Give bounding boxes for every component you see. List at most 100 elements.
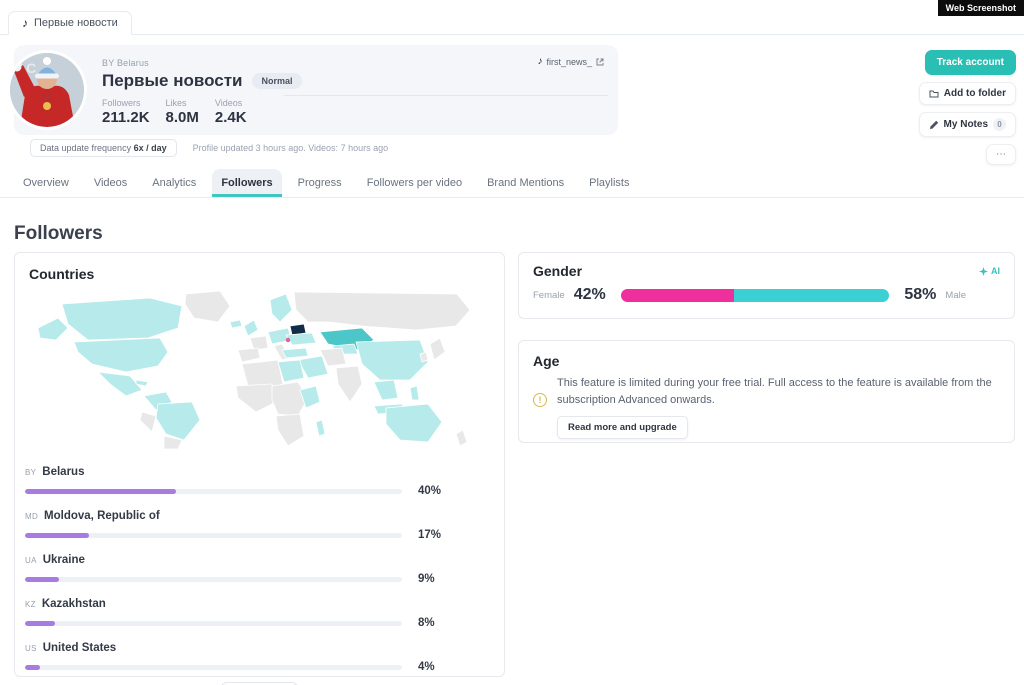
update-frequency-value: 6x / day [133, 143, 167, 153]
world-map[interactable] [32, 288, 487, 450]
tab-videos[interactable]: Videos [93, 177, 128, 189]
tab-followers-per-video[interactable]: Followers per video [366, 177, 463, 189]
country-row-kazakhstan: KZ Kazakhstan 8% [25, 594, 494, 629]
country-percent: 8% [418, 617, 435, 629]
gender-bar [620, 288, 890, 302]
tab-progress[interactable]: Progress [297, 177, 342, 189]
update-frequency-pill: Data update frequency 6x / day [30, 139, 177, 157]
map-southeast-asia [373, 379, 399, 401]
female-label: Female [533, 289, 565, 301]
track-account-button[interactable]: Track account [924, 50, 1016, 75]
web-screenshot-badge: Web Screenshot [937, 0, 1024, 16]
country-percent: 4% [418, 661, 435, 673]
country-bar-fill [25, 664, 41, 670]
map-southern-africa [275, 413, 305, 447]
pencil-icon [929, 120, 938, 129]
username-text: first_news_ [546, 57, 592, 67]
panel-divider [284, 95, 608, 96]
map-canada [61, 297, 183, 341]
account-tab-label: Первые новости [34, 17, 118, 29]
country-bar-track [25, 576, 402, 582]
countries-card: Countries [14, 252, 505, 685]
map-australia [385, 403, 443, 443]
country-percent: 17% [418, 529, 442, 541]
map-west-africa [235, 383, 277, 413]
account-tab[interactable]: ♪ Первые новости [8, 11, 132, 35]
female-segment [620, 288, 734, 302]
tab-followers[interactable]: Followers [212, 169, 282, 197]
country-code: BY [102, 58, 115, 68]
map-argentina [163, 435, 183, 450]
tab-brand-mentions[interactable]: Brand Mentions [487, 177, 565, 189]
update-info-row: Data update frequency 6x / day Profile u… [30, 139, 388, 157]
map-russia [293, 291, 471, 331]
map-iran [319, 347, 347, 367]
stat-label: Followers [102, 98, 141, 108]
map-united-states [73, 337, 169, 373]
tab-playlists[interactable]: Playlists [589, 177, 630, 189]
avatar: AC [10, 53, 84, 127]
stat-value: 8.0M [165, 109, 199, 126]
age-notice-text: This feature is limited during your free… [557, 377, 992, 407]
country-percent: 40% [418, 485, 442, 497]
map-greenland [184, 290, 231, 323]
age-card: Age ! This feature is limited during you… [518, 340, 1015, 443]
map-turkey [281, 347, 309, 359]
read-more-upgrade-button[interactable]: Read more and upgrade [557, 416, 688, 440]
tab-overview[interactable]: Overview [23, 177, 69, 189]
tiktok-note-icon: ♪ [537, 56, 543, 67]
warning-icon: ! [533, 393, 547, 408]
country-name: Ukraine [42, 554, 85, 566]
country-bar-fill [25, 620, 56, 626]
profile-country: BY Belarus [102, 58, 302, 68]
male-label: Male [945, 289, 966, 301]
male-segment [733, 288, 890, 302]
stat-value: 2.4K [214, 109, 247, 126]
tab-analytics[interactable]: Analytics [152, 177, 197, 189]
sparkle-icon [979, 266, 988, 276]
country-code: BY [25, 468, 37, 477]
map-east-africa [299, 385, 321, 409]
map-iceland [229, 319, 243, 329]
country-bar-fill [25, 576, 59, 582]
country-name: Belarus [116, 58, 149, 68]
stat-label: Videos [214, 98, 243, 108]
my-notes-button[interactable]: My Notes 0 [918, 112, 1016, 137]
profile-info: BY Belarus Первые новости Normal Followe… [102, 58, 302, 126]
map-madagascar [315, 419, 326, 437]
page-title: Followers [14, 223, 103, 244]
stat-label: Likes [165, 98, 187, 108]
map-alaska [37, 317, 69, 341]
country-row-united-states: US United States 4% [25, 638, 494, 673]
map-mexico [97, 371, 143, 397]
status-badge: Normal [252, 73, 302, 89]
country-bar-track [25, 488, 402, 494]
profile-stats: Followers 211.2K Likes 8.0M Videos 2.4K [102, 98, 302, 126]
country-bar-fill [25, 488, 176, 494]
map-japan [429, 337, 446, 361]
stat-likes: Likes 8.0M [166, 98, 199, 126]
country-code: MD [25, 512, 39, 521]
profile-username-link[interactable]: ♪ first_news_ [537, 57, 604, 67]
country-bar-track [25, 664, 402, 670]
actions-panel: Track account Add to folder My Notes 0 ⋯ [918, 50, 1016, 165]
map-india [335, 365, 363, 403]
countries-title: Countries [29, 266, 95, 282]
ai-badge-label: AI [991, 266, 1000, 276]
country-name: Belarus [42, 466, 85, 478]
map-philippines [409, 385, 420, 401]
account-tab-bar: ♪ Первые новости [0, 10, 1024, 35]
more-options-button[interactable]: ⋯ [986, 144, 1016, 165]
ai-badge[interactable]: AI [979, 266, 1000, 276]
my-notes-label: My Notes [943, 119, 988, 130]
country-name: Moldova, Republic of [44, 510, 160, 522]
map-north-africa [241, 359, 285, 389]
add-to-folder-button[interactable]: Add to folder [918, 82, 1016, 105]
map-ukraine [285, 332, 317, 346]
age-title: Age [533, 353, 560, 369]
map-cuba [135, 379, 149, 387]
country-name: Kazakhstan [41, 598, 106, 610]
stat-value: 211.2K [102, 109, 150, 126]
female-percent: 42% [573, 286, 606, 303]
